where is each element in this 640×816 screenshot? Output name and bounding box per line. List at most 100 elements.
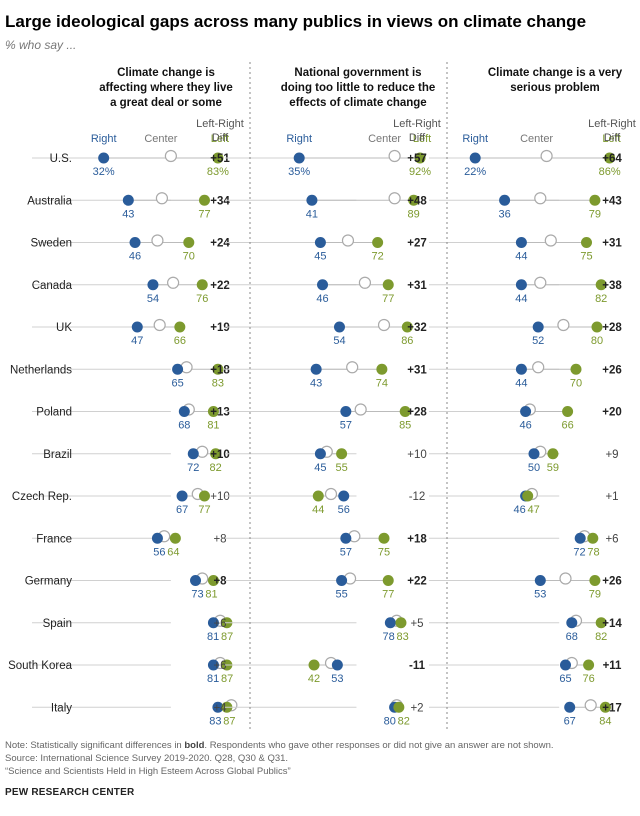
diff-header: Left-Right bbox=[588, 118, 636, 130]
left-value-label: 89 bbox=[408, 208, 420, 220]
chart-columns: Climate change is affecting where they li… bbox=[32, 67, 636, 727]
left-value-label: 79 bbox=[589, 589, 601, 601]
diff-value: +19 bbox=[210, 322, 230, 334]
diff-value: +38 bbox=[602, 280, 622, 292]
left-dot bbox=[562, 406, 574, 417]
right-dot bbox=[564, 701, 576, 713]
right-dot bbox=[207, 659, 219, 671]
right-dot bbox=[499, 194, 511, 206]
diff-value: +17 bbox=[602, 702, 622, 714]
left-value-label: 82 bbox=[595, 293, 607, 305]
country-labels: U.S. Australia Sweden Canada UK Netherlands Po… bbox=[8, 153, 73, 714]
diff-value: +26 bbox=[602, 364, 622, 376]
right-value-label: 53 bbox=[331, 673, 343, 685]
left-value-label: 77 bbox=[382, 589, 394, 601]
diff-value: +8 bbox=[213, 533, 226, 545]
center-dot bbox=[540, 149, 553, 163]
right-value-label: 55 bbox=[335, 589, 347, 601]
left-dot bbox=[312, 490, 324, 502]
left-value-label: 59 bbox=[547, 462, 559, 474]
left-dot bbox=[308, 659, 320, 671]
report-title-line: “Science and Scientists Held in High Est… bbox=[5, 766, 291, 777]
right-value-label: 50 bbox=[528, 462, 540, 474]
country-label: Brazil bbox=[43, 449, 72, 461]
diff-value: +6 bbox=[213, 618, 226, 630]
right-dot bbox=[187, 448, 199, 460]
diff-value: +26 bbox=[602, 576, 622, 588]
diff-value: -12 bbox=[409, 491, 426, 503]
center-dot bbox=[354, 403, 367, 416]
country-label: U.S. bbox=[50, 153, 72, 165]
right-dot bbox=[207, 617, 219, 629]
note-line: Note: Statistically significant differen… bbox=[5, 740, 554, 751]
diff-header: Diff bbox=[212, 132, 229, 144]
center-dot bbox=[557, 318, 570, 332]
right-dot bbox=[469, 152, 481, 164]
right-dot bbox=[310, 363, 322, 375]
left-dot bbox=[207, 406, 219, 417]
right-value-label: 35% bbox=[288, 166, 310, 178]
center-dot bbox=[388, 149, 401, 163]
right-dot bbox=[340, 532, 352, 544]
left-value-label: 92% bbox=[409, 166, 431, 178]
left-dot bbox=[169, 532, 181, 544]
diff-value: +48 bbox=[407, 195, 427, 207]
left-dot bbox=[376, 363, 388, 375]
left-value-label: 82 bbox=[595, 631, 607, 643]
left-dot bbox=[198, 194, 210, 206]
country-label: South Korea bbox=[8, 660, 73, 672]
right-value-label: 68 bbox=[178, 420, 190, 432]
center-dot bbox=[341, 234, 355, 247]
right-dot bbox=[574, 532, 586, 544]
right-value-label: 44 bbox=[515, 377, 527, 389]
country-label: Italy bbox=[51, 702, 72, 714]
left-value-label: 75 bbox=[580, 251, 592, 263]
right-value-label: 54 bbox=[333, 335, 345, 347]
center-dot bbox=[584, 699, 597, 712]
legend-right: Right bbox=[91, 133, 117, 145]
left-value-label: 83 bbox=[397, 631, 409, 643]
right-value-label: 67 bbox=[564, 715, 576, 727]
left-value-label: 77 bbox=[198, 504, 210, 516]
column-title-line: doing too little to reduce the bbox=[281, 82, 436, 94]
diff-value: +18 bbox=[407, 533, 427, 545]
chart-column-1: Climate change is affecting where they li… bbox=[32, 67, 244, 727]
right-dot bbox=[122, 194, 134, 206]
right-value-label: 43 bbox=[310, 377, 322, 389]
column-title-line: National government is bbox=[294, 67, 421, 79]
right-value-label: 65 bbox=[171, 377, 183, 389]
left-dot bbox=[198, 490, 210, 502]
left-value-label: 85 bbox=[399, 420, 411, 432]
country-label: Australia bbox=[27, 195, 72, 207]
diff-header: Left-Right bbox=[393, 118, 441, 130]
source-brand: PEW RESEARCH CENTER bbox=[5, 787, 135, 798]
right-dot bbox=[317, 279, 329, 291]
source-line: Source: International Science Survey 201… bbox=[5, 753, 288, 764]
left-dot bbox=[414, 152, 426, 164]
chart-title: Large ideological gaps across many publi… bbox=[5, 12, 586, 31]
diff-header: Left-Right bbox=[196, 118, 244, 130]
right-value-label: 81 bbox=[207, 631, 219, 643]
column-title-line: affecting where they live bbox=[99, 82, 233, 94]
diff-value: +22 bbox=[210, 280, 230, 292]
left-dot bbox=[570, 363, 582, 375]
diff-value: +28 bbox=[407, 407, 427, 419]
legend-right: Right bbox=[286, 133, 312, 145]
diff-value: +31 bbox=[407, 280, 427, 292]
right-value-label: 46 bbox=[316, 293, 328, 305]
country-label: France bbox=[36, 533, 72, 545]
right-value-label: 78 bbox=[383, 631, 395, 643]
legend-center: Center bbox=[520, 133, 553, 145]
column-title-line: a great deal or some bbox=[110, 97, 222, 109]
left-dot bbox=[212, 363, 224, 375]
diff-value: +10 bbox=[210, 449, 230, 461]
right-dot bbox=[131, 321, 143, 333]
diff-value: +43 bbox=[602, 195, 622, 207]
legend-left: Left bbox=[413, 133, 431, 145]
left-value-label: 86 bbox=[401, 335, 413, 347]
right-value-label: 43 bbox=[122, 208, 134, 220]
left-dot bbox=[399, 406, 411, 417]
right-dot bbox=[172, 363, 184, 375]
right-dot bbox=[336, 575, 348, 586]
center-dot bbox=[377, 318, 391, 332]
